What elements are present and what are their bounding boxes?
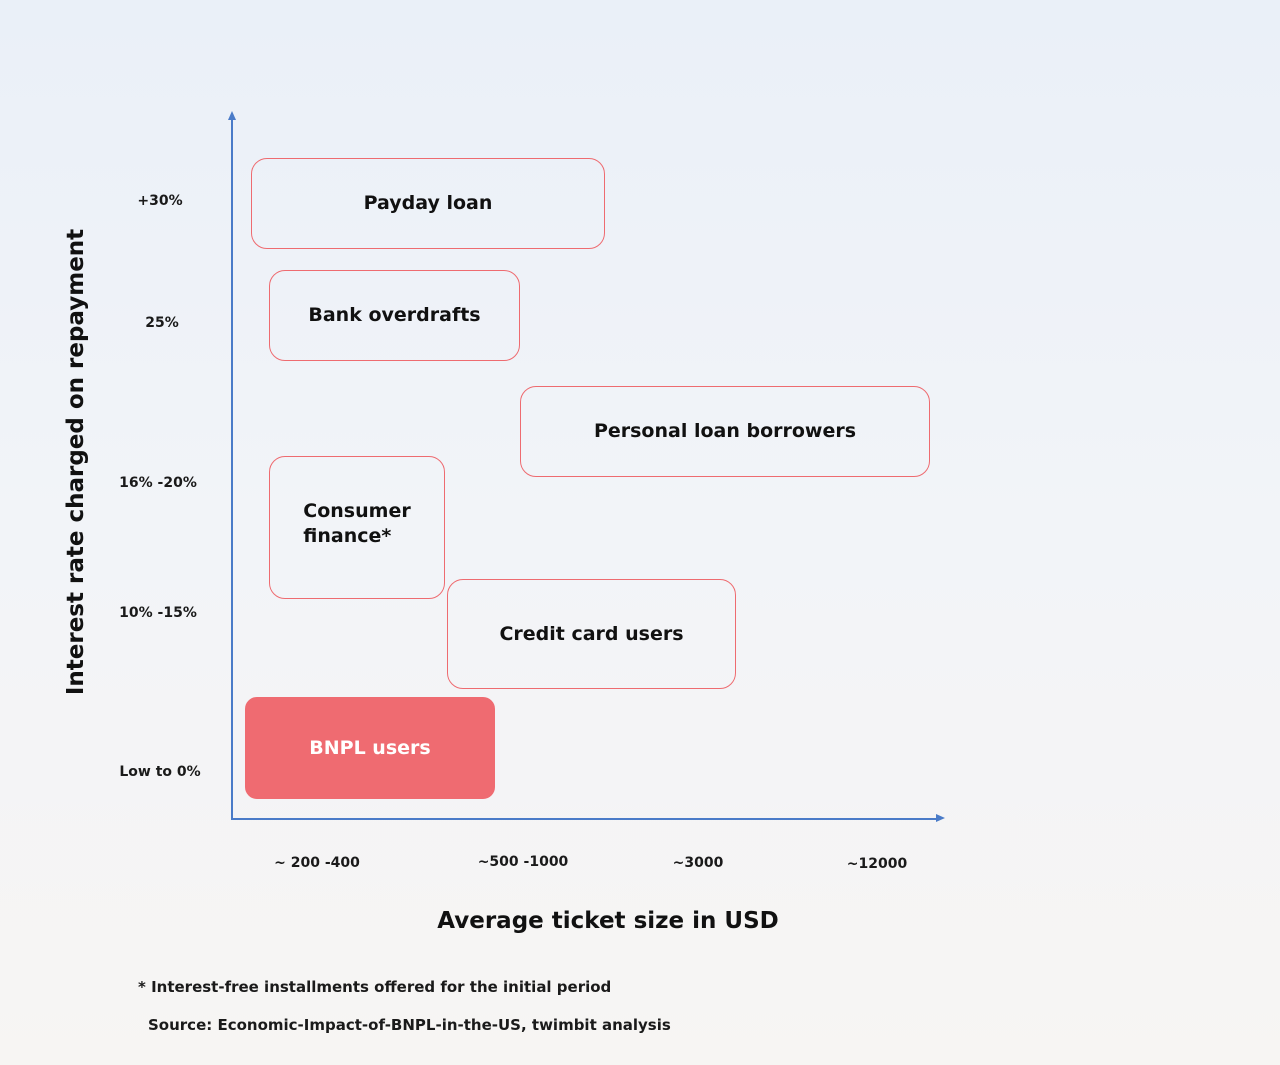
segment-label: Personal loan borrowers (593, 420, 857, 442)
y-axis-title: Interest rate charged on repayment (63, 228, 89, 696)
x-tick-label: ~500 -1000 (477, 854, 569, 870)
footnote: * Interest-free installments offered for… (138, 978, 612, 996)
segment-label: Credit card users (499, 622, 684, 645)
y-tick-label: 25% (145, 315, 179, 331)
x-tick-label: ~12000 (846, 856, 908, 872)
x-tick-label: ~ 200 -400 (274, 855, 360, 871)
x-tick-label: ~3000 (672, 855, 724, 871)
segment-label: Consumer finance* (303, 499, 411, 547)
x-axis-line (231, 818, 939, 820)
y-tick-label: Low to 0% (119, 764, 201, 780)
y-tick-label: +30% (137, 193, 183, 209)
segment-box-bank-overdrafts: Bank overdrafts (269, 270, 520, 361)
y-tick-label: 10% -15% (119, 605, 197, 621)
segment-box-consumer-finance: Consumer finance* (269, 456, 445, 599)
segment-label: Payday loan (363, 192, 493, 214)
segment-box-bnpl-users: BNPL users (245, 697, 495, 799)
segment-label: Bank overdrafts (308, 304, 481, 326)
x-axis-arrow-icon (936, 814, 945, 822)
y-tick-label: 16% -20% (119, 475, 197, 491)
segment-box-payday-loan: Payday loan (251, 158, 605, 249)
y-axis-arrow-icon (228, 111, 236, 120)
x-axis-title: Average ticket size in USD (437, 908, 779, 934)
y-axis-line (231, 118, 233, 819)
source-note: Source: Economic-Impact-of-BNPL-in-the-U… (148, 1016, 671, 1034)
segment-box-personal-loan-borrowers: Personal loan borrowers (520, 386, 930, 477)
segment-label: BNPL users (309, 736, 431, 759)
segment-box-credit-card-users: Credit card users (447, 579, 736, 689)
